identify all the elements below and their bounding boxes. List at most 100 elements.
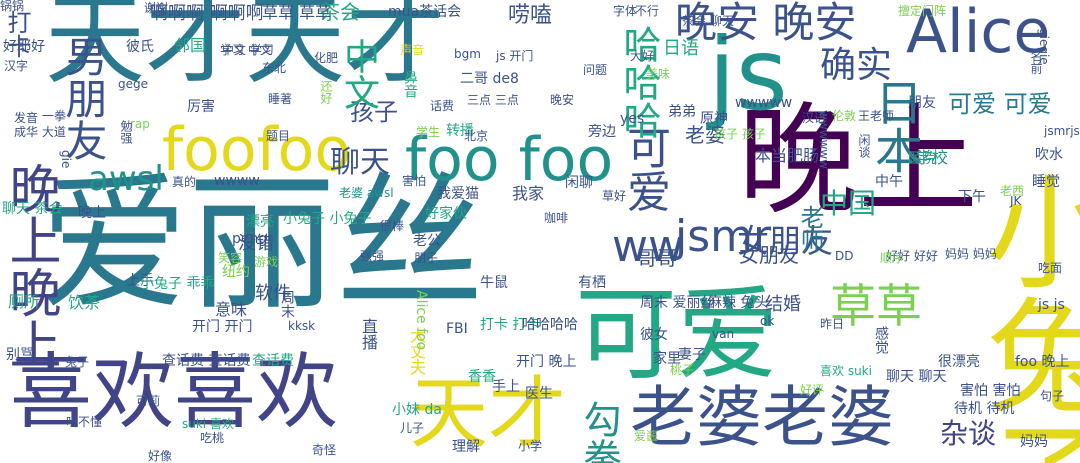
cloud-word: 顺序 — [880, 251, 905, 265]
cloud-word: 周末 爱丽丝 — [640, 295, 715, 311]
cloud-word: 打卡 打卡 — [480, 317, 541, 333]
cloud-word: giegie — [1037, 28, 1051, 65]
cloud-word: 家里 — [653, 351, 681, 367]
cloud-word: 本当肥肠 — [755, 146, 820, 165]
cloud-word: 好家伙 — [425, 206, 467, 222]
cloud-word: 伦敦 — [832, 109, 857, 123]
cloud-word: 茶会 — [320, 0, 360, 24]
cloud-word: 软件 — [255, 283, 291, 304]
cloud-word: 字体 — [613, 4, 638, 18]
cloud-word: 听不懂 — [66, 415, 103, 429]
cloud-word: 吃桃 — [200, 431, 225, 445]
cloud-word: 吃面 — [1038, 261, 1063, 275]
cloud-word: van — [712, 327, 735, 341]
cloud-word: 笑容 — [218, 251, 243, 265]
cloud-word: 老婆 — [685, 123, 725, 147]
cloud-word: FBI — [446, 321, 468, 337]
cloud-word: Alice foo — [413, 290, 429, 351]
cloud-word: 草草 — [830, 279, 922, 333]
cloud-word: 还好 — [319, 80, 333, 104]
cloud-word: 成华 大道 — [14, 125, 66, 139]
cloud-word: JK — [1010, 194, 1022, 208]
cloud-word: 谢谢 — [144, 1, 169, 15]
cloud-word: 日语 — [663, 38, 699, 59]
cloud-word: 邻国 — [174, 36, 207, 55]
cloud-word: 转播 — [446, 123, 474, 139]
cloud-word: 好好 好好 — [886, 249, 938, 263]
cloud-word: 牛鼠 — [480, 275, 508, 291]
cloud-word: 东北 — [262, 61, 287, 75]
cloud-word: 开门 开门 — [192, 319, 253, 335]
cloud-word: 女朋友 — [737, 222, 834, 260]
cloud-word: 聊天 — [330, 145, 390, 180]
cloud-word: 强强 — [360, 249, 385, 263]
cloud-word: 老西 — [1000, 184, 1025, 198]
cloud-word: 漂亮 — [246, 214, 274, 230]
cloud-word: 可爱 — [619, 125, 670, 213]
cloud-word: 直播 — [359, 318, 378, 350]
cloud-word: peng — [232, 231, 268, 247]
cloud-word: 化肥 — [314, 51, 339, 65]
cloud-word: 不行 — [635, 4, 660, 18]
cloud-word: 待机 待机 — [954, 401, 1015, 417]
cloud-word: foo foo — [405, 125, 614, 195]
cloud-word: 啊啊啊 啊啊啊 — [150, 3, 264, 24]
cloud-word: 大丈夫 — [407, 327, 426, 375]
cloud-word: 喜欢 suki — [820, 364, 872, 378]
cloud-word: 天才 — [410, 369, 567, 459]
cloud-word: 儿子 — [400, 421, 425, 435]
cloud-word: 医院 — [908, 151, 936, 167]
cloud-word: 老公 — [413, 233, 441, 249]
cloud-word: 勉强 — [119, 120, 133, 144]
cloud-word: 意味 — [215, 300, 248, 319]
cloud-word: 中文 — [338, 38, 379, 110]
cloud-word: rap — [130, 117, 150, 131]
cloud-word: awsl — [88, 159, 164, 199]
cloud-word: gie — [59, 150, 73, 169]
cloud-word: 旁边 — [588, 124, 616, 140]
cloud-word: 朋友 — [908, 95, 936, 111]
cloud-word: 可爱 可爱 — [948, 90, 1052, 118]
cloud-word: ww — [612, 221, 684, 272]
cloud-word: 声音 — [400, 43, 425, 57]
cloud-word: 哈哈哈 — [617, 25, 661, 139]
cloud-word: 天才天才 — [45, 0, 445, 98]
cloud-word: 唠嗑 — [508, 3, 553, 28]
cloud-word: 手上 — [492, 379, 520, 395]
cloud-word: 问题 — [583, 63, 608, 77]
cloud-word: 很棒 — [380, 219, 405, 233]
cloud-word: 可莉 — [136, 394, 161, 408]
cloud-word: 锅锅 — [0, 0, 25, 13]
cloud-word: 学校 — [916, 148, 949, 167]
cloud-word: 草草 草草 — [262, 3, 332, 22]
cloud-word: 老师 — [796, 205, 824, 253]
cloud-word: 查话费 — [252, 353, 294, 369]
cloud-word: 好像 — [148, 449, 173, 463]
cloud-word: 女朋友 — [739, 243, 799, 267]
cloud-word: 男朋友 — [59, 35, 108, 161]
cloud-word: 医生 — [525, 386, 553, 402]
cloud-word: 中国 — [820, 187, 877, 220]
cloud-word: 感觉 — [873, 326, 889, 354]
cloud-word: 晚安 晚安 — [675, 0, 857, 47]
cloud-word: 话费 — [430, 99, 455, 113]
cloud-word: 爱酱 — [634, 429, 659, 443]
cloud-word: 害怕 — [402, 174, 427, 188]
cloud-word: 上手 — [126, 273, 154, 289]
cloud-word: 理解 — [452, 439, 480, 455]
cloud-word: 我家 — [512, 184, 545, 203]
cloud-word: 妻子 — [678, 347, 706, 363]
cloud-word: 擅定门阵 — [898, 4, 947, 18]
cloud-word: js js — [1038, 297, 1065, 313]
cloud-word: 好耶好 — [3, 39, 45, 55]
cloud-word: 学生 — [416, 125, 441, 139]
cloud-word: 奇怪 — [312, 443, 337, 457]
cloud-word: 纽约 — [222, 264, 250, 280]
cloud-word: 彼氏 — [126, 39, 154, 55]
cloud-word: bgm — [454, 47, 481, 61]
cloud-word: 闲谈 — [857, 134, 871, 158]
cloud-word: 聊天 茶会 — [2, 201, 63, 217]
cloud-word: Alice — [906, 0, 1051, 67]
cloud-word: 哥哥 — [637, 246, 677, 270]
cloud-word: 真的 — [172, 175, 197, 189]
